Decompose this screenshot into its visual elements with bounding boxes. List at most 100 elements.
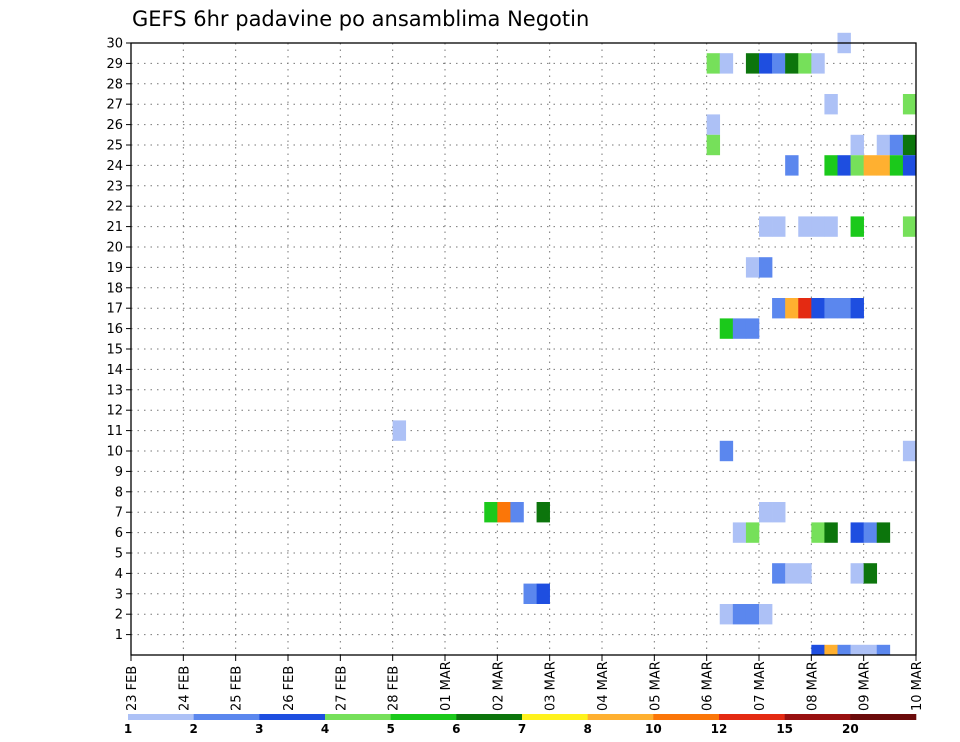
y-tick-label: 17 xyxy=(106,302,123,317)
precip-cell xyxy=(785,563,799,584)
precip-cell xyxy=(392,420,407,441)
x-tick-label: 02 MAR xyxy=(491,661,506,711)
precip-cell xyxy=(523,583,537,604)
precip-cell xyxy=(759,53,773,74)
x-tick-label: 09 MAR xyxy=(858,661,873,711)
colorbar-label: 2 xyxy=(189,722,197,736)
colorbar-label: 4 xyxy=(321,722,329,736)
y-tick-label: 11 xyxy=(106,424,123,439)
precip-cell xyxy=(863,155,878,176)
y-tick-label: 13 xyxy=(106,383,123,398)
precip-cell xyxy=(889,155,904,176)
precip-cell xyxy=(706,53,721,74)
precip-cell xyxy=(759,257,773,278)
precip-cell xyxy=(497,502,511,523)
y-tick-label: 30 xyxy=(106,37,123,52)
precip-cell xyxy=(732,522,747,543)
y-tick-label: 18 xyxy=(106,281,123,296)
precip-cell xyxy=(719,604,734,625)
colorbar-swatch xyxy=(784,714,851,720)
precip-cell xyxy=(811,298,825,319)
precip-cell xyxy=(719,440,734,462)
precip-cells xyxy=(392,32,917,655)
x-tick-label: 05 MAR xyxy=(648,661,663,711)
colorbar-swatch xyxy=(522,714,588,720)
precip-cell xyxy=(785,53,799,74)
y-tick-label: 8 xyxy=(115,485,123,500)
colorbar-swatch xyxy=(259,714,326,720)
x-tick-label: 06 MAR xyxy=(701,661,716,711)
precip-cell xyxy=(824,216,838,237)
y-tick-label: 1 xyxy=(115,628,123,643)
precip-cell xyxy=(863,522,878,543)
precip-cell xyxy=(850,298,864,319)
precip-cell xyxy=(706,134,721,156)
precip-cell xyxy=(902,94,917,115)
precip-cell xyxy=(745,257,760,278)
y-tick-label: 23 xyxy=(106,179,123,194)
precip-cell xyxy=(876,134,891,156)
y-tick-label: 29 xyxy=(106,57,123,72)
precip-cell xyxy=(536,583,550,604)
colorbar-swatch xyxy=(653,714,720,720)
y-tick-label: 19 xyxy=(106,261,123,276)
precip-cell xyxy=(889,134,904,156)
precip-cell xyxy=(785,155,799,176)
precip-cell xyxy=(745,604,760,625)
y-tick-label: 20 xyxy=(106,241,123,256)
precip-cell xyxy=(772,502,786,523)
x-tick-label: 10 MAR xyxy=(910,661,925,711)
precip-cell xyxy=(732,318,747,339)
y-tick-label: 4 xyxy=(115,567,123,582)
y-tick-label: 22 xyxy=(106,200,123,215)
colorbar-swatch xyxy=(390,714,457,720)
y-tick-label: 24 xyxy=(106,159,123,174)
precip-cell xyxy=(902,440,917,462)
x-tick-label: 07 MAR xyxy=(753,661,768,711)
x-tick-label: 03 MAR xyxy=(544,661,559,711)
precip-cell xyxy=(706,114,721,135)
precip-cell xyxy=(772,216,786,237)
y-tick-label: 16 xyxy=(106,322,123,337)
colorbar-label: 8 xyxy=(583,722,591,736)
precip-cell xyxy=(772,298,786,319)
precip-cell xyxy=(876,522,891,543)
y-tick-label: 12 xyxy=(106,404,123,419)
x-tick-label: 25 FEB xyxy=(230,666,245,711)
y-tick-label: 6 xyxy=(115,526,123,541)
precip-cell xyxy=(824,644,838,655)
x-tick-label: 27 FEB xyxy=(334,666,349,711)
precip-cell xyxy=(732,604,747,625)
precip-cell xyxy=(837,155,851,176)
grid-lines xyxy=(131,43,916,655)
x-tick-label: 08 MAR xyxy=(805,661,820,711)
precip-cell xyxy=(785,298,799,319)
precip-cell xyxy=(772,563,786,584)
precip-cell xyxy=(811,53,825,74)
y-tick-label: 3 xyxy=(115,587,123,602)
precip-cell xyxy=(759,502,773,523)
precip-cell xyxy=(719,53,734,74)
precip-cell xyxy=(811,644,825,655)
precip-cell xyxy=(850,644,864,655)
y-tick-label: 5 xyxy=(115,547,123,562)
precip-cell xyxy=(850,155,864,176)
colorbar-legend: 1 2 3 4 5 6 7 8 10 12 15 20 xyxy=(124,714,917,736)
precip-cell xyxy=(850,563,864,584)
y-tick-label: 14 xyxy=(106,363,123,378)
colorbar-label: 7 xyxy=(518,722,526,736)
precip-cell xyxy=(772,53,786,74)
y-tick-label: 2 xyxy=(115,608,123,623)
precip-cell xyxy=(902,155,917,176)
colorbar-label: 20 xyxy=(842,722,859,736)
colorbar-label: 3 xyxy=(255,722,263,736)
precip-cell xyxy=(745,53,760,74)
precip-cell xyxy=(811,522,825,543)
precip-cell xyxy=(745,318,760,339)
precip-cell xyxy=(902,216,917,237)
x-tick-label: 23 FEB xyxy=(125,666,140,711)
precip-cell xyxy=(850,134,864,156)
chart-title: GEFS 6hr padavine po ansamblima Negotin xyxy=(132,7,589,31)
precip-cell xyxy=(824,155,838,176)
y-tick-label: 28 xyxy=(106,77,123,92)
